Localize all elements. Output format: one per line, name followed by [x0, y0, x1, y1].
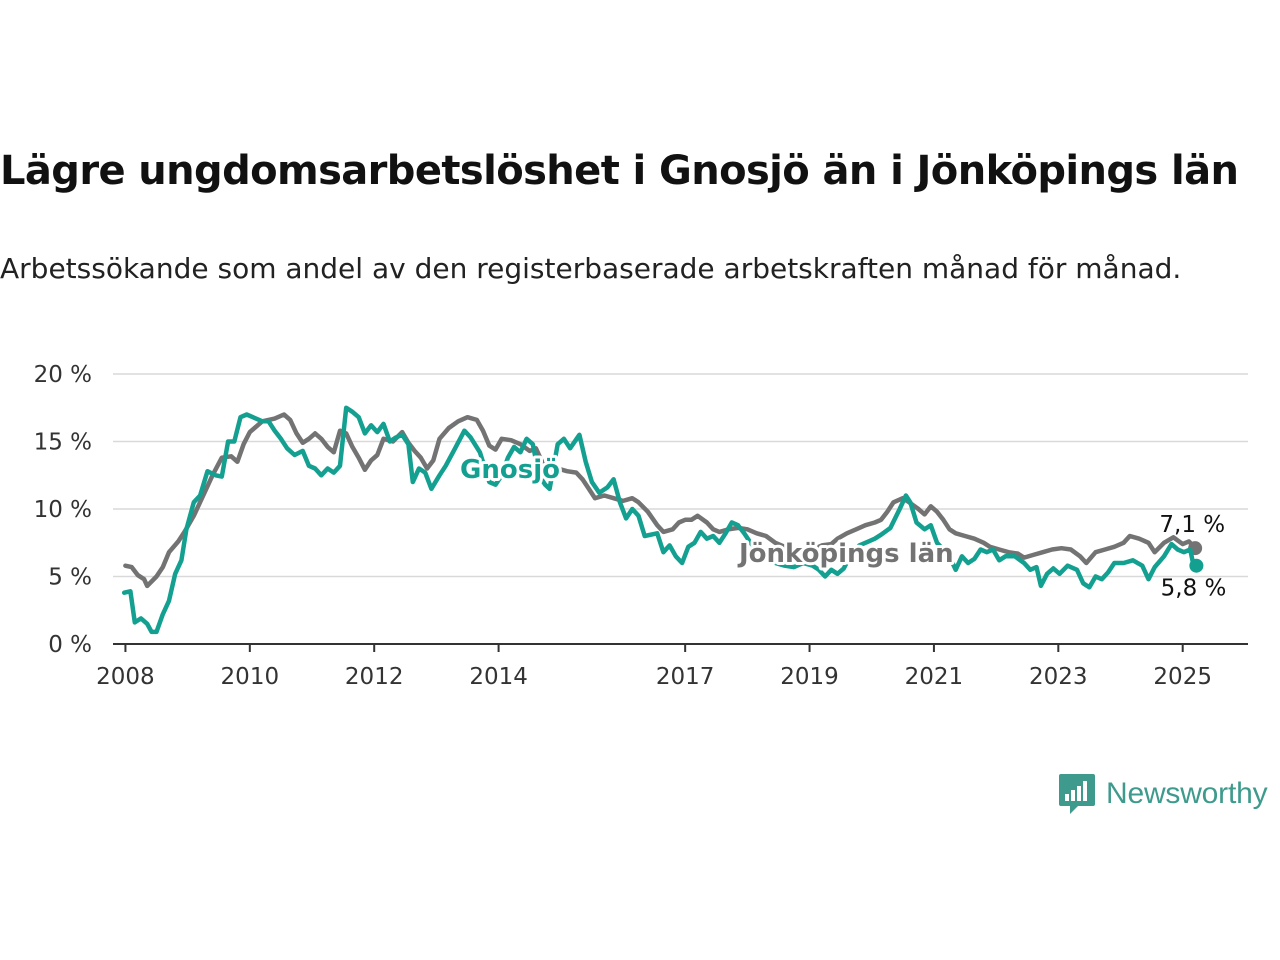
- bar-chart-icon: [1059, 774, 1095, 814]
- x-tick-label: 2021: [905, 664, 964, 690]
- x-tick-label: 2010: [221, 664, 280, 690]
- end-point-gnosj-: [1189, 558, 1204, 573]
- x-tick-label: 2019: [780, 664, 839, 690]
- end-label-jonkopings-lan: 7,1 %: [1159, 512, 1225, 538]
- series-label-jonkopings-lan: Jönköpings län: [737, 539, 954, 569]
- x-tick-label: 2017: [656, 664, 715, 690]
- y-tick-label: 10 %: [34, 497, 92, 523]
- series-label-gnosjo: Gnosjö: [460, 455, 560, 485]
- series-labels: 7,1 % 5,8 % Gnosjö Jönköpings län: [457, 452, 1227, 602]
- series-line-gnosj-: [121, 405, 1199, 635]
- brand-name: Newsworthy: [1106, 777, 1268, 810]
- end-label-gnosjo: 5,8 %: [1161, 576, 1227, 602]
- newsworthy-logo: Newsworthy: [1058, 772, 1268, 816]
- line-chart: 0 %5 %10 %15 %20 % 2008 2010 2012 2014 2017 2…: [34, 362, 1248, 690]
- chart-subtitle: Arbetssökande som andel av den registerb…: [0, 252, 1182, 285]
- x-tick-label: 2008: [96, 664, 155, 690]
- x-tick-label: 2023: [1029, 664, 1088, 690]
- y-tick-labels: 0 % 5 % 10 % 15 % 20 %: [34, 362, 92, 658]
- y-tick-label: 20 %: [34, 362, 92, 388]
- x-tick-labels: 2008 2010 2012 2014 2017 2019 2021 2023 2025: [96, 644, 1212, 690]
- x-tick-label: 2014: [469, 664, 528, 690]
- series-line-j-nk-pings-l-n: [123, 412, 1198, 589]
- y-tick-label: 15 %: [34, 430, 92, 456]
- chart-title: Lägre ungdomsarbetslöshet i Gnosjö än i …: [0, 148, 1239, 194]
- series-lines: [121, 405, 1204, 635]
- y-tick-label: 5 %: [48, 565, 92, 591]
- y-tick-label: 0 %: [48, 632, 92, 658]
- x-tick-label: 2012: [345, 664, 404, 690]
- x-tick-label: 2025: [1153, 664, 1212, 690]
